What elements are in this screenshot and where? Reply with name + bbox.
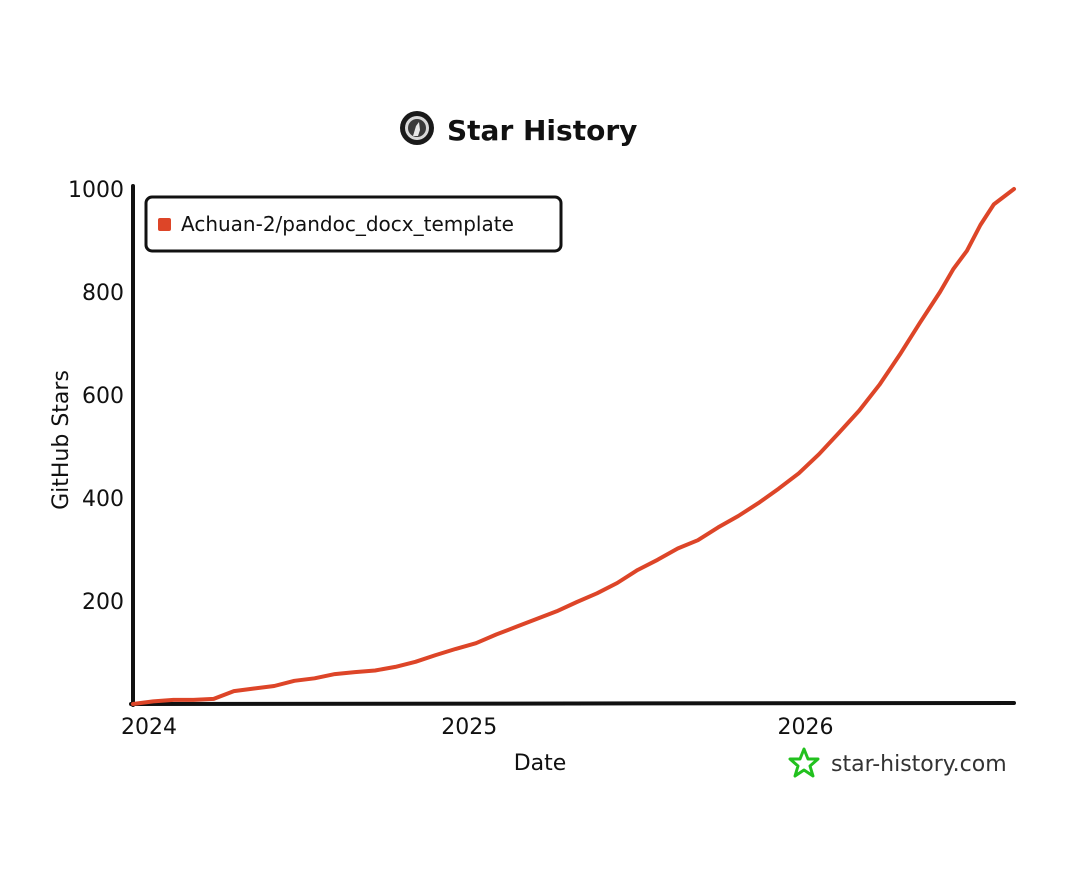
y-tick-label: 800	[82, 281, 124, 306]
x-tick-label: 2026	[778, 715, 834, 740]
y-tick-label: 1000	[68, 178, 124, 203]
legend-box	[144, 195, 563, 253]
x-axis-label: Date	[514, 751, 567, 776]
x-axis-line	[129, 701, 1016, 706]
github-avatar-icon	[400, 111, 434, 145]
watermark: star-history.com	[788, 747, 1007, 778]
star-outline-icon	[788, 747, 820, 778]
series-line	[131, 187, 1016, 706]
chart-axes	[129, 184, 1016, 707]
chart-title-group: Star History	[400, 111, 637, 147]
legend-swatch	[158, 218, 171, 231]
x-tick-label: 2025	[441, 715, 497, 740]
x-tick-label: 2024	[121, 715, 177, 740]
y-tick-label: 400	[82, 487, 124, 512]
legend-label: Achuan-2/pandoc_docx_template	[181, 212, 514, 236]
x-tick-labels: 2024 2025 2026	[121, 715, 834, 740]
watermark-text: star-history.com	[831, 752, 1007, 777]
y-axis-label: GitHub Stars	[49, 370, 74, 510]
y-tick-label: 200	[82, 590, 124, 615]
series-lines	[131, 187, 1016, 706]
y-tick-label: 600	[82, 384, 124, 409]
y-tick-labels: 200 400 600 800 1000	[68, 178, 124, 615]
chart-legend: Achuan-2/pandoc_docx_template	[144, 195, 563, 253]
chart-title: Star History	[447, 114, 637, 147]
